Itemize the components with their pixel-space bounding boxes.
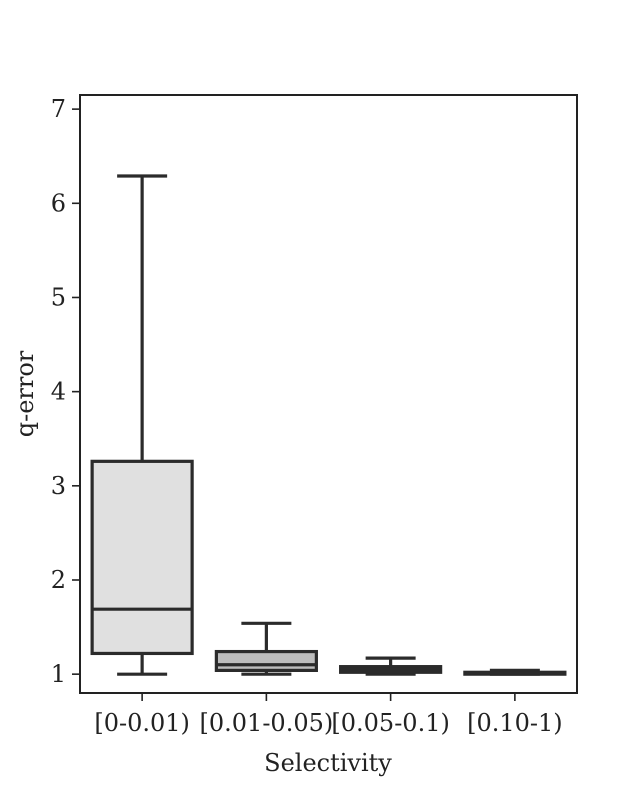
y-tick-label: 7 [51, 95, 66, 123]
y-tick-label: 1 [51, 660, 66, 688]
y-axis: 1 2 3 4 5 6 7 [51, 95, 80, 688]
plot-frame [79, 94, 578, 694]
x-tick-label: [0.05-0.1) [331, 709, 449, 737]
y-tick-label: 5 [51, 283, 66, 311]
box-group [90, 174, 194, 676]
iqr-box [90, 459, 194, 656]
y-tick-label: 3 [51, 472, 66, 500]
x-axis-label: Selectivity [264, 749, 392, 777]
x-tick-label: [0.01-0.05) [200, 709, 334, 737]
y-tick-label: 4 [51, 378, 66, 406]
x-axis: [0-0.01) [0.01-0.05)[0.05-0.1) [0.10-1) [94, 693, 563, 737]
box-group [214, 621, 318, 676]
y-tick-label: 2 [51, 566, 66, 594]
y-tick-label: 6 [51, 189, 66, 217]
plot-content [90, 174, 567, 676]
y-axis-label: q-error [11, 350, 39, 437]
box-group [463, 668, 567, 676]
box-group [339, 656, 443, 676]
iqr-box [214, 649, 318, 672]
x-tick-label: [0-0.01) [94, 709, 190, 737]
x-tick-label: [0.10-1) [467, 709, 563, 737]
